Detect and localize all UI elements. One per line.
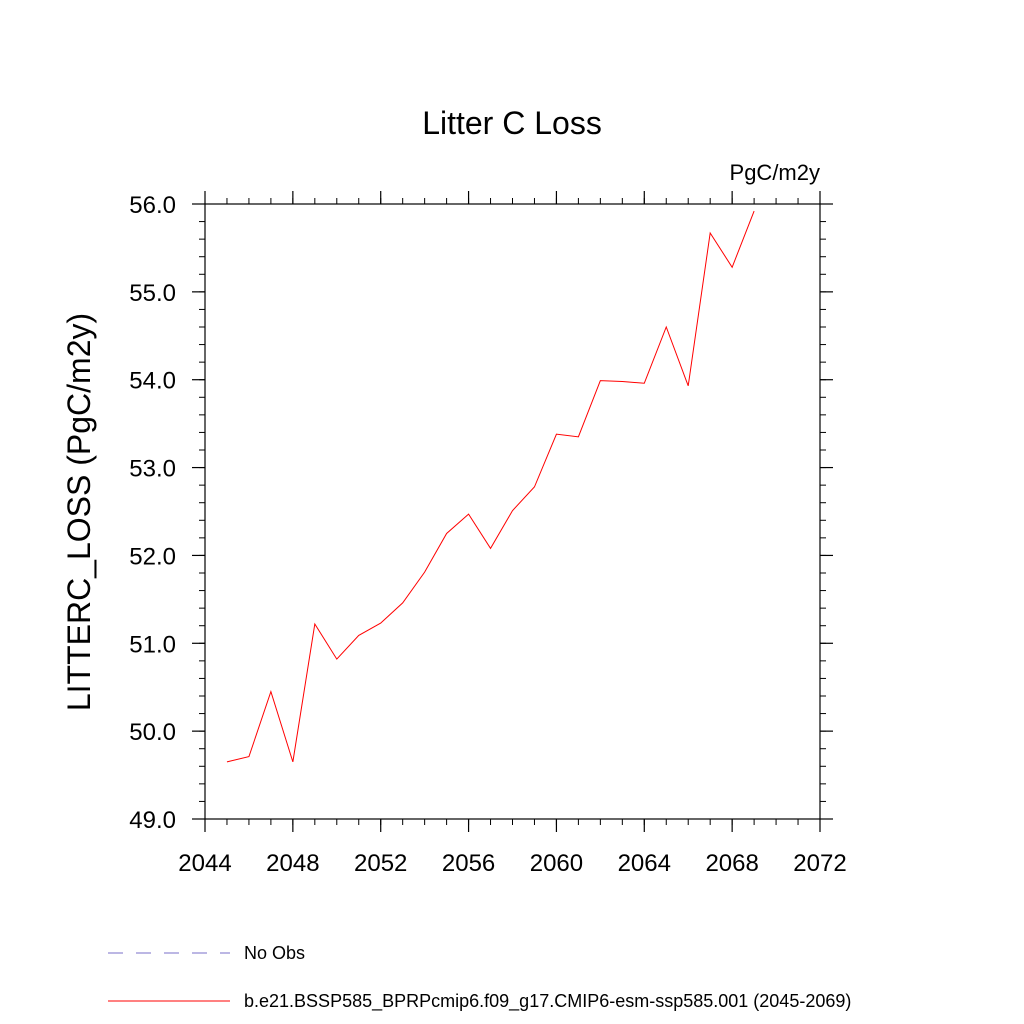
x-tick-label: 2056 <box>442 850 495 877</box>
legend: No Obs b.e21.BSSP585_BPRPcmip6.f09_g17.CM… <box>108 943 851 1012</box>
y-tick-label: 52.0 <box>129 543 176 570</box>
y-tick-label: 49.0 <box>129 807 176 834</box>
legend-label: b.e21.BSSP585_BPRPcmip6.f09_g17.CMIP6-es… <box>244 991 851 1012</box>
plot-area: 2044 2048 2052 2056 2060 2064 2068 2072 49.0 50.0… <box>129 191 847 877</box>
x-tick-label: 2048 <box>266 850 319 877</box>
series-line <box>226 210 755 763</box>
y-tick-label: 51.0 <box>129 631 176 658</box>
y-axis-label: LITTERC_LOSS (PgC/m2y) <box>61 313 97 711</box>
x-tick-label: 2060 <box>530 850 583 877</box>
x-tick-label: 2064 <box>618 850 671 877</box>
x-tick-label: 2044 <box>178 850 231 877</box>
x-tick-label: 2052 <box>354 850 407 877</box>
chart-title: Litter C Loss <box>422 105 602 141</box>
legend-label: No Obs <box>244 943 305 963</box>
y-tick-label: 53.0 <box>129 456 176 483</box>
units-label: PgC/m2y <box>730 160 820 185</box>
y-tick-label: 56.0 <box>129 192 176 219</box>
x-tick-label: 2072 <box>793 850 846 877</box>
y-tick-label: 54.0 <box>129 368 176 395</box>
y-tick-label: 55.0 <box>129 280 176 307</box>
y-tick-label: 50.0 <box>129 719 176 746</box>
x-tick-label: 2068 <box>705 850 758 877</box>
